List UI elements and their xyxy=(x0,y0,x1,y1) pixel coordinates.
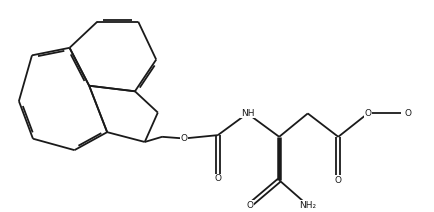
Text: O: O xyxy=(246,201,253,210)
Text: O: O xyxy=(181,134,187,143)
Text: NH₂: NH₂ xyxy=(299,201,316,210)
Text: O: O xyxy=(214,174,221,183)
Text: O: O xyxy=(404,109,411,118)
Text: O: O xyxy=(335,176,342,185)
Text: NH: NH xyxy=(240,109,254,118)
Text: O: O xyxy=(364,109,372,118)
Text: O: O xyxy=(214,174,221,183)
